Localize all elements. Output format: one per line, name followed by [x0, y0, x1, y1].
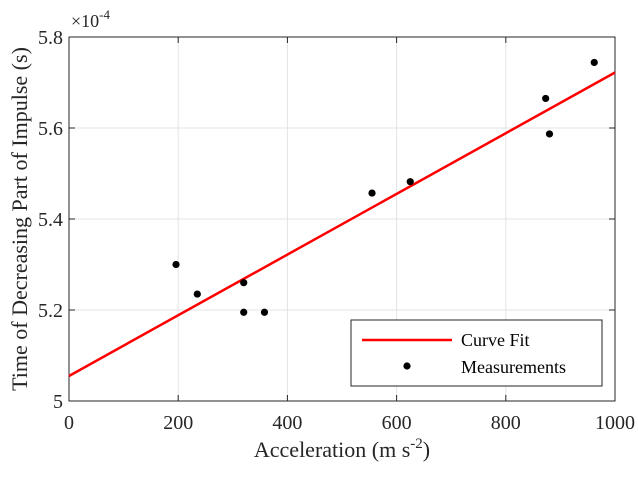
measurement-point [260, 308, 269, 316]
legend-swatch-measurements [403, 362, 411, 370]
x-axis-label-close: ) [423, 437, 430, 462]
y-multiplier-base: ×10 [71, 11, 99, 31]
series-layer [68, 58, 616, 378]
measurement-point [406, 178, 414, 186]
y-multiplier-exponent: -4 [99, 7, 110, 22]
measurement-point [542, 94, 550, 103]
measurement-point [545, 130, 554, 138]
measurement-point [193, 290, 201, 298]
y-tick-label: 5 [53, 391, 63, 413]
y-tick-label: 5.2 [38, 300, 63, 322]
legend-box [350, 319, 603, 387]
legend-label-curve-fit: Curve Fit [461, 330, 530, 350]
x-tick-label: 600 [382, 412, 412, 434]
y-tick-label: 5.4 [38, 209, 63, 231]
x-tick-label: 1000 [595, 412, 635, 434]
x-axis: 0 200 400 600 800 1000 [64, 37, 635, 434]
y-axis: 5 5.2 5.4 5.6 5.8 [38, 27, 615, 413]
measurement-point [368, 189, 376, 197]
measurement-point [172, 260, 180, 269]
x-axis-label-main: Acceleration (m s [254, 437, 410, 462]
y-tick-label: 5.8 [38, 27, 63, 49]
y-multiplier: ×10-4 [71, 7, 110, 31]
measurement-point [240, 279, 248, 287]
x-axis-label-exponent: -2 [410, 436, 423, 452]
x-tick-label: 400 [272, 412, 302, 434]
curve-fit-line [68, 71, 616, 378]
x-axis-label: Acceleration (m s-2) [254, 436, 430, 462]
x-tick-label: 200 [163, 412, 193, 434]
measurement-point [240, 308, 248, 316]
legend: Curve Fit Measurements [350, 319, 603, 387]
y-tick-label: 5.6 [38, 118, 63, 140]
legend-label-measurements: Measurements [461, 357, 566, 377]
x-tick-label: 0 [64, 412, 74, 434]
x-tick-label: 800 [491, 412, 521, 434]
y-axis-label: Time of Decreasing Part of Impulse (s) [7, 47, 32, 391]
measurement-point [590, 58, 598, 67]
